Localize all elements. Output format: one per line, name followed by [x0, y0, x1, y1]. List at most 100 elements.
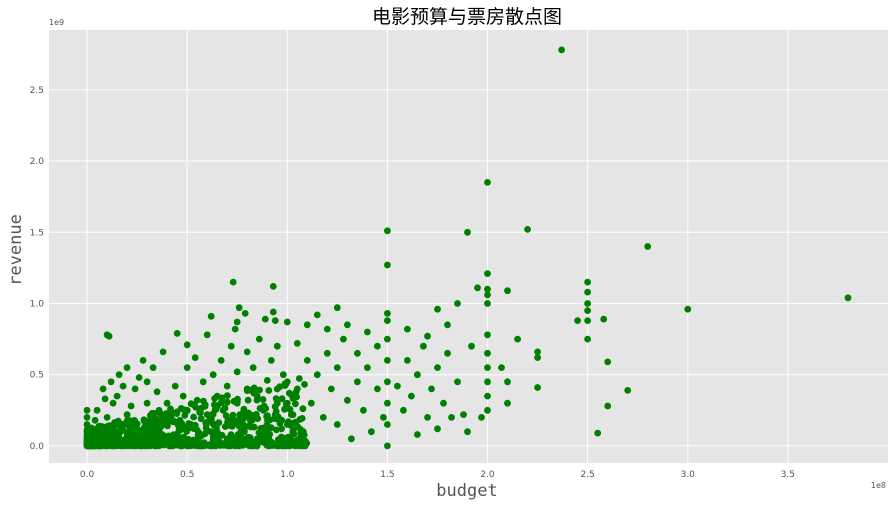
data-point	[269, 308, 277, 316]
data-point	[231, 325, 239, 333]
data-point	[271, 317, 279, 324]
y-tick-label: 0.0	[30, 442, 45, 452]
data-point	[234, 431, 242, 438]
data-point	[255, 429, 263, 436]
data-point	[209, 410, 217, 418]
data-point	[303, 357, 311, 364]
data-point	[123, 411, 131, 418]
data-point	[171, 382, 179, 390]
data-point	[183, 364, 191, 371]
data-point	[193, 426, 201, 434]
data-point	[484, 364, 491, 371]
data-point	[183, 341, 191, 349]
data-point	[119, 426, 127, 434]
data-point	[604, 358, 612, 366]
data-point	[440, 399, 447, 407]
data-point	[384, 399, 391, 407]
data-point	[292, 388, 300, 396]
data-point	[126, 439, 134, 446]
data-point	[245, 409, 252, 417]
data-point	[255, 436, 262, 444]
data-point	[115, 371, 123, 379]
data-point	[484, 378, 491, 386]
data-point	[93, 406, 101, 414]
data-point	[218, 394, 226, 402]
data-point	[157, 410, 165, 418]
data-point	[424, 332, 431, 340]
data-point	[190, 413, 198, 421]
data-point	[249, 364, 257, 371]
data-point	[524, 226, 531, 233]
data-point	[156, 441, 163, 448]
data-point	[130, 430, 138, 438]
data-point	[514, 335, 521, 343]
data-point	[478, 414, 485, 421]
data-point	[233, 318, 241, 326]
plot-area	[49, 30, 888, 463]
data-point	[404, 325, 411, 333]
data-point	[584, 300, 591, 307]
data-point	[333, 421, 341, 428]
data-point	[354, 349, 361, 357]
data-point	[191, 354, 199, 361]
data-point	[323, 325, 331, 333]
data-point	[244, 396, 252, 404]
data-point	[464, 428, 471, 436]
data-point	[105, 332, 113, 340]
data-point	[584, 288, 591, 296]
data-point	[256, 386, 263, 394]
data-point	[212, 405, 220, 413]
data-point	[278, 395, 286, 403]
data-point	[191, 436, 199, 444]
data-point	[163, 399, 171, 407]
data-point	[140, 416, 148, 424]
data-point	[109, 399, 117, 407]
data-point	[149, 364, 157, 371]
data-point	[313, 371, 321, 379]
data-point	[294, 436, 301, 444]
data-point	[229, 278, 237, 286]
data-point	[141, 424, 149, 432]
data-point	[259, 424, 267, 432]
y-tick-label: 0.5	[30, 371, 44, 381]
data-point	[384, 317, 391, 324]
data-point	[498, 364, 505, 371]
data-point	[153, 388, 161, 396]
data-point	[246, 416, 254, 424]
data-point	[333, 304, 341, 312]
data-point	[227, 342, 235, 350]
data-point	[174, 420, 182, 428]
data-point	[600, 315, 608, 323]
y-tick-label: 1.5	[30, 228, 44, 238]
data-point	[283, 318, 291, 326]
data-point	[156, 417, 164, 424]
data-point	[284, 418, 292, 426]
data-point	[272, 408, 280, 415]
data-point	[278, 425, 285, 433]
data-point	[253, 396, 261, 404]
data-point	[299, 442, 307, 450]
data-point	[344, 321, 351, 329]
data-point	[181, 441, 189, 448]
data-point	[143, 378, 151, 386]
data-point	[105, 424, 112, 432]
data-point	[354, 378, 361, 386]
data-point	[197, 415, 205, 423]
data-point	[348, 435, 355, 443]
data-point	[534, 348, 541, 356]
data-point	[484, 331, 491, 339]
data-point	[91, 436, 99, 444]
data-point	[327, 385, 335, 393]
y-tick-label: 2.0	[30, 157, 45, 167]
data-point	[464, 228, 471, 236]
data-point	[292, 400, 299, 408]
data-point	[384, 335, 391, 343]
data-point	[238, 413, 245, 421]
data-point	[364, 328, 371, 336]
data-point	[534, 384, 541, 391]
data-point	[183, 407, 190, 415]
data-point	[126, 417, 134, 425]
data-point	[149, 436, 157, 444]
data-point	[151, 410, 159, 417]
data-point	[484, 291, 491, 299]
